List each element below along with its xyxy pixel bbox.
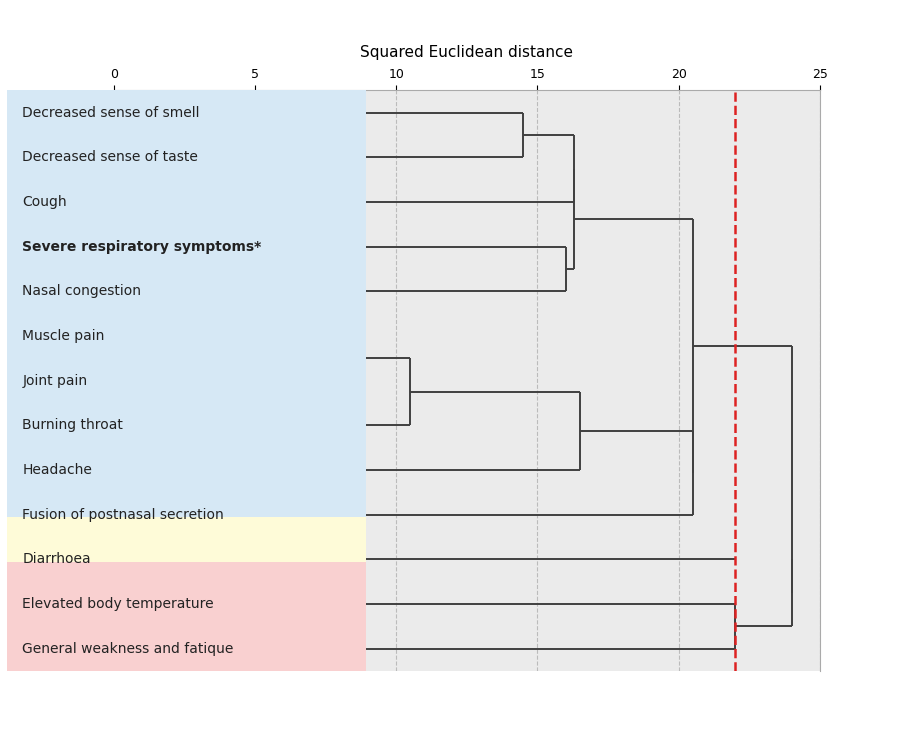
Text: Headache: Headache xyxy=(23,463,92,477)
Text: Nasal congestion: Nasal congestion xyxy=(23,284,141,299)
Text: 3: 3 xyxy=(98,464,106,477)
Text: Diarrhoea: Diarrhoea xyxy=(23,553,91,566)
Text: 8: 8 xyxy=(98,195,106,209)
Text: 9: 9 xyxy=(97,419,106,432)
FancyBboxPatch shape xyxy=(7,70,366,557)
Text: Decreased sense of taste: Decreased sense of taste xyxy=(23,151,199,164)
Text: Burning throat: Burning throat xyxy=(23,418,123,433)
Text: Cough: Cough xyxy=(23,195,67,209)
Text: 12: 12 xyxy=(90,374,106,388)
FancyBboxPatch shape xyxy=(7,562,366,691)
Text: 13: 13 xyxy=(90,508,106,521)
Text: 11: 11 xyxy=(90,329,106,342)
Text: Muscle pain: Muscle pain xyxy=(23,329,105,343)
X-axis label: Squared Euclidean distance: Squared Euclidean distance xyxy=(361,44,573,60)
Text: 10: 10 xyxy=(90,241,106,253)
Text: Joint pain: Joint pain xyxy=(23,374,87,388)
Text: 6: 6 xyxy=(97,285,106,298)
Text: General weakness and fatique: General weakness and fatique xyxy=(23,642,234,656)
Text: 2: 2 xyxy=(97,106,106,119)
Text: 1: 1 xyxy=(97,598,106,611)
Text: Decreased sense of smell: Decreased sense of smell xyxy=(23,106,200,120)
Text: Elevated body temperature: Elevated body temperature xyxy=(23,597,214,611)
Text: Severe respiratory symptoms*: Severe respiratory symptoms* xyxy=(23,240,261,254)
Text: 7: 7 xyxy=(97,553,106,566)
Text: 5: 5 xyxy=(98,642,106,655)
Text: 4: 4 xyxy=(97,151,106,164)
Text: Fusion of postnasal secretion: Fusion of postnasal secretion xyxy=(23,507,224,522)
FancyBboxPatch shape xyxy=(7,517,366,602)
